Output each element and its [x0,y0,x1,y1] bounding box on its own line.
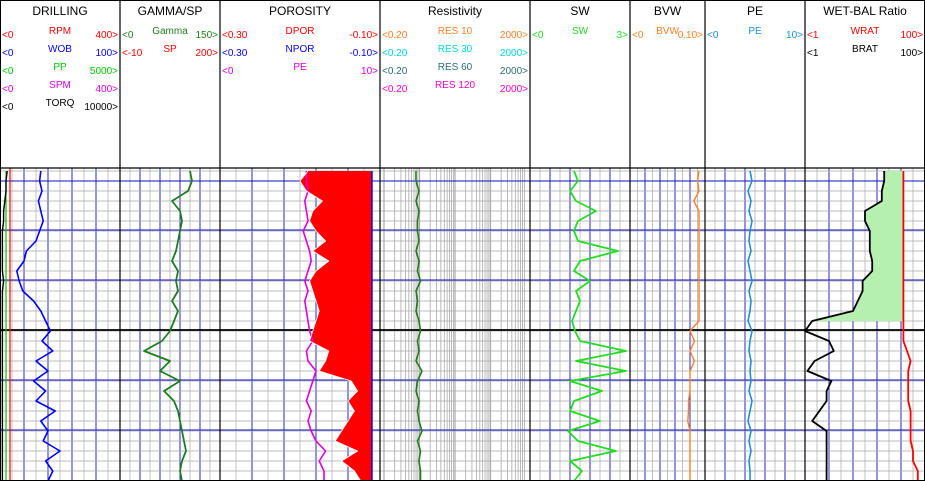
curve-scale-min: <0 [2,48,14,59]
header-background [0,0,925,168]
curve-scale-min: <0 [632,30,644,41]
curve-name: SW [572,26,589,37]
curve-name: WRAT [851,26,880,37]
track-title: DRILLING [32,4,87,18]
curve-scale-max: 100> [900,48,923,59]
track-title: POROSITY [269,4,331,18]
torq-curve [1,170,8,481]
curve-name: SPM [49,80,71,91]
curve-scale-max: -0.10> [349,48,378,59]
track-title: PE [747,4,763,18]
curve-name: TORQ [46,98,75,109]
porosity-pe-curve [302,171,327,481]
curve-scale-min: <0 [122,30,134,41]
dpor-curve [299,170,362,481]
curve-scale-min: <0 [2,84,14,95]
curve-name: Gamma [152,26,188,37]
curve-scale-min: <0.20 [382,66,408,77]
curve-scale-max: 10000> [84,102,118,113]
curve-name: RES 120 [435,80,475,91]
curve-scale-max: 5000> [90,66,118,77]
curve-scale-max: 2000> [500,48,528,59]
curve-name: RES 60 [438,62,473,73]
curve-scale-max: 100> [900,30,923,41]
curve-name: BVW [656,26,679,37]
curve-name: DPOR [286,26,315,37]
gamma-curve [143,170,193,481]
curve-name: PE [293,62,307,73]
curve-scale-max: 100> [95,48,118,59]
curve-scale-max: 3> [617,30,629,41]
bvw-curve [687,170,700,481]
curve-scale-min: <1 [807,30,819,41]
curve-scale-max: 150> [195,30,218,41]
track-title: Resistivity [428,4,482,18]
curve-scale-max: 200> [195,48,218,59]
curve-scale-min: <0 [2,102,14,113]
track-title: SW [570,4,590,18]
curve-scale-min: <1 [807,48,819,59]
pe-curve [747,170,753,481]
curve-scale-min: <0.20 [382,84,408,95]
curve-scale-min: <0 [2,30,14,41]
curve-name: PP [53,62,67,73]
curve-scale-max: 0.10> [678,30,703,41]
wrat-brat-fill [812,171,904,321]
curve-name: WOB [48,44,72,55]
curve-scale-max: 10> [361,66,378,77]
curve-scale-min: <-10 [122,48,143,59]
dpor-npor-crossover-fill [300,171,372,481]
curve-scale-min: <0.20 [382,30,408,41]
curve-scale-max: 10> [786,30,803,41]
track-title: BVW [654,4,682,18]
curve-scale-max: 400> [95,84,118,95]
curve-scale-min: <0.30 [222,30,248,41]
curve-name: RES 10 [438,26,473,37]
curve-scale-min: <0 [532,30,544,41]
curve-scale-min: <0 [2,66,14,77]
curve-scale-max: 400> [95,30,118,41]
curve-name: PE [748,26,762,37]
wrat-curve [902,171,919,481]
curve-scale-min: <0 [707,30,719,41]
curve-name: NPOR [286,44,315,55]
resistivity-curve [415,171,423,481]
curve-scale-max: 2000> [500,84,528,95]
curve-scale-min: <0.20 [382,48,408,59]
wob-curve [15,170,61,481]
curve-name: BRAT [852,44,878,55]
track-title: GAMMA/SP [138,4,203,18]
brat-curve [804,171,886,481]
curve-name: SP [163,44,177,55]
curve-scale-min: <0.30 [222,48,248,59]
curve-name: RES 30 [438,44,473,55]
curve-scale-max: 2000> [500,66,528,77]
track-title: WET-BAL Ratio [823,4,907,18]
curve-scale-max: 2000> [500,30,528,41]
curve-name: RPM [49,26,71,37]
curve-scale-min: <0 [222,66,234,77]
sw-curve [567,170,627,481]
curve-scale-max: -0.10> [349,30,378,41]
